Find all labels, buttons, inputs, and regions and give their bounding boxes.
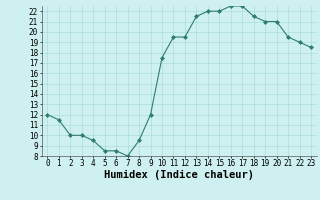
X-axis label: Humidex (Indice chaleur): Humidex (Indice chaleur) [104, 170, 254, 180]
